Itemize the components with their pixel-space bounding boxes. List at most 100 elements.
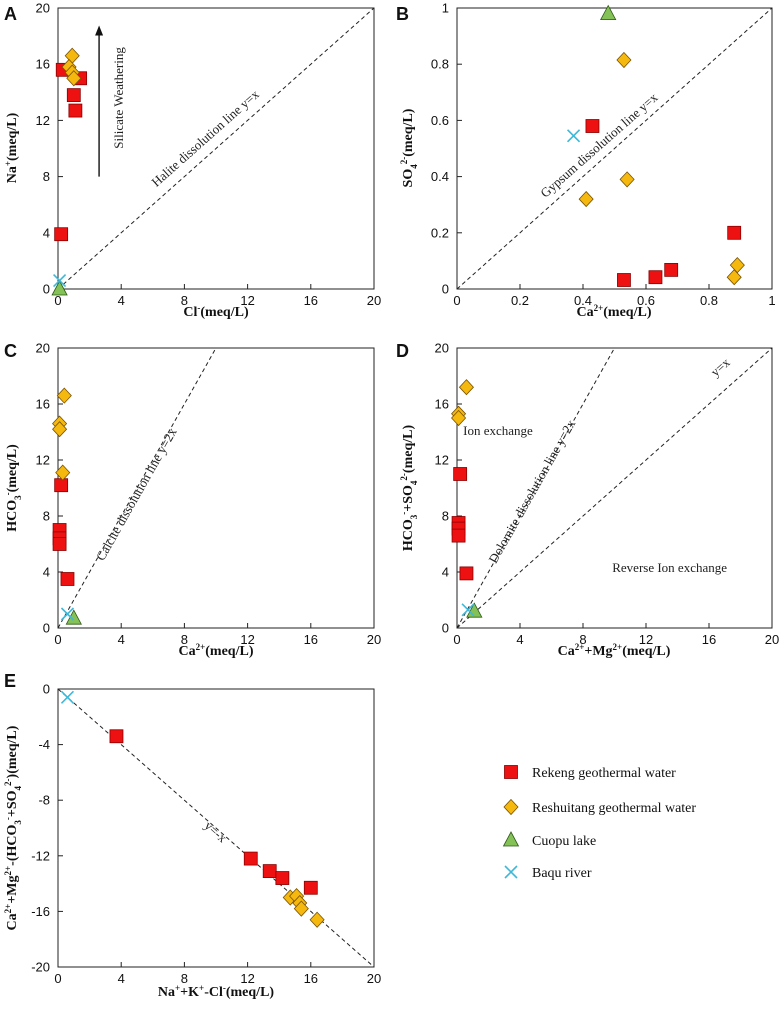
x-tick-label: 0.2	[511, 293, 529, 308]
data-point-rekeng	[585, 119, 600, 133]
legend-marker-shape	[504, 865, 518, 879]
reference-line	[57, 7, 375, 290]
y-tick-label: 0.8	[431, 57, 449, 72]
x-tick-label: 0.6	[637, 293, 655, 308]
data-point-reshuitang	[578, 190, 594, 208]
y-tick-label: 20	[435, 341, 449, 356]
legend-item-rekeng: Rekeng geothermal water	[504, 765, 676, 781]
panel-letter-e: E	[4, 671, 16, 691]
data-point-rekeng	[243, 851, 258, 866]
x-tick-label: 4	[118, 971, 125, 986]
annotation-text: Silicate Weathering	[111, 47, 126, 149]
data-point-cuopu	[51, 280, 68, 296]
legend-marker-shape	[504, 765, 518, 779]
legend-item-baqu: Baqu river	[504, 865, 592, 881]
reference-line-label: Gypsum dissolution line y=x	[537, 89, 660, 200]
data-point-reshuitang	[56, 387, 72, 404]
panel-a: A 0 4 8 12 16 20 0 4 8 12 16 20 Halite dissolution l…	[3, 1, 381, 321]
x-tick-label: 20	[765, 632, 779, 647]
panel-letter-d: D	[396, 341, 409, 361]
y-axis-label: HCO3-+SO42-(meq/L)	[399, 425, 419, 552]
x-axis-label: Ca2+(meq/L)	[179, 642, 254, 659]
data-point-rekeng	[664, 262, 679, 277]
y-tick-label: 20	[36, 341, 50, 356]
x-tick-label: 12	[240, 293, 254, 308]
data-point-baqu	[53, 274, 67, 288]
panel-letter-b: B	[396, 4, 409, 24]
data-point-rekeng	[275, 871, 290, 885]
panel-letter-a: A	[4, 4, 17, 24]
data-point-rekeng	[262, 864, 277, 878]
y-tick-label: -8	[38, 793, 50, 808]
x-tick-label: 20	[367, 632, 381, 647]
data-point-rekeng	[66, 88, 81, 103]
reference-line-label: Calcite dissolution line y=2x	[93, 425, 180, 563]
data-point-rekeng	[54, 227, 69, 242]
y-tick-label: 16	[435, 397, 449, 412]
legend-marker-shape	[503, 798, 519, 816]
legend-marker-baqu	[504, 865, 518, 879]
data-point-reshuitang	[52, 421, 68, 438]
y-tick-label: 8	[442, 509, 449, 524]
x-tick-label: 0.4	[574, 293, 592, 308]
x-tick-label: 0	[453, 632, 460, 647]
reference-line-label: y=-x	[202, 818, 231, 846]
reference-line	[57, 347, 217, 629]
y-tick-label: -16	[31, 904, 50, 919]
plot-frame	[456, 347, 773, 629]
data-point-baqu	[461, 603, 475, 617]
x-tick-label: 0	[54, 971, 61, 986]
x-axis-label: Na++K+-Cl-(meq/L)	[158, 983, 275, 1000]
data-point-rekeng	[68, 103, 83, 118]
legend-marker-shape	[502, 831, 520, 847]
data-point-reshuitang	[729, 257, 745, 274]
data-point-rekeng	[648, 270, 663, 285]
x-tick-label: 16	[304, 293, 318, 308]
legend-marker-rekeng	[504, 765, 518, 779]
plot-frame	[57, 7, 375, 290]
x-tick-label: 12	[639, 632, 653, 647]
y-tick-label: 0	[43, 282, 50, 297]
data-point-reshuitang	[55, 464, 71, 481]
y-tick-label: 20	[36, 1, 50, 16]
legend-marker-cuopu	[502, 831, 520, 847]
y-tick-label: 0.4	[431, 169, 449, 184]
y-tick-label: 0.6	[431, 113, 449, 128]
x-tick-label: 8	[181, 971, 188, 986]
reference-line-label: y=x	[708, 354, 734, 379]
y-tick-label: 12	[435, 453, 449, 468]
data-point-reshuitang	[616, 51, 632, 69]
data-point-rekeng	[52, 537, 67, 551]
y-tick-label: 1	[442, 1, 449, 16]
x-tick-label: 16	[304, 971, 318, 986]
x-tick-label: 4	[118, 293, 125, 308]
plot-frame	[57, 688, 375, 968]
data-point-cuopu	[600, 4, 617, 21]
x-tick-label: 8	[579, 632, 586, 647]
plot-frame	[57, 347, 375, 629]
x-tick-label: 0	[453, 293, 460, 308]
data-point-rekeng	[303, 880, 318, 895]
y-tick-label: 0.2	[431, 225, 449, 240]
data-point-rekeng	[459, 566, 474, 581]
x-axis-label: Cl-(meq/L)	[183, 303, 249, 320]
data-point-reshuitang	[293, 900, 309, 917]
panel-b: B 0 0.2 0.4 0.6 0.8 1 0 0.2 0.4 0.6 0.8 1 Gypsum dis…	[396, 1, 776, 321]
y-tick-label: 0	[442, 282, 449, 297]
y-tick-label: 4	[43, 225, 50, 240]
data-point-rekeng	[60, 572, 75, 586]
x-tick-label: 20	[367, 293, 381, 308]
panel-d: D 0 4 8 12 16 20 0 4 8 12 16 20 Dolomite dissolution…	[396, 341, 779, 660]
y-axis-label: Na+(meq/L)	[3, 112, 20, 183]
data-point-rekeng	[451, 528, 466, 543]
data-point-reshuitang	[451, 409, 467, 427]
data-point-rekeng	[54, 478, 69, 493]
legend-label-reshuitang: Reshuitang geothermal water	[532, 801, 696, 816]
x-axis-label: Ca2+(meq/L)	[577, 303, 652, 320]
x-tick-label: 16	[702, 632, 716, 647]
data-point-rekeng	[727, 225, 742, 240]
y-tick-label: 12	[36, 113, 50, 128]
y-tick-label: 16	[36, 57, 50, 72]
y-tick-label: 0	[43, 682, 50, 697]
